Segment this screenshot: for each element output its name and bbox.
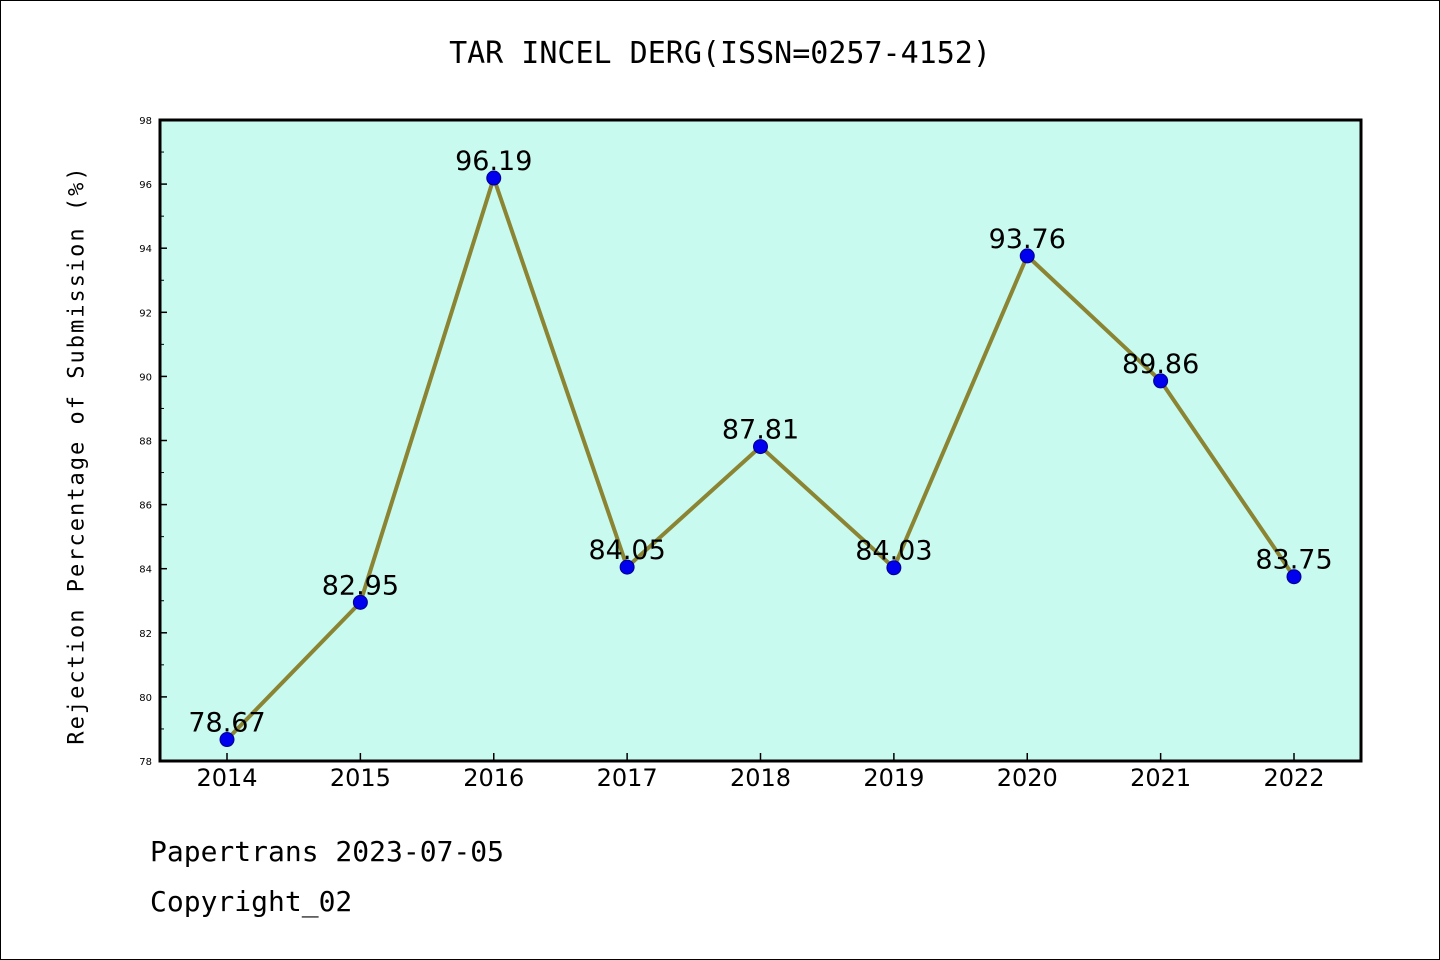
y-tick-label: 94 [139, 244, 152, 255]
data-label: 96.19 [455, 146, 532, 177]
data-label: 93.76 [989, 224, 1066, 255]
data-point [1153, 373, 1169, 389]
data-label: 83.75 [1255, 545, 1332, 576]
y-tick-label: 86 [139, 501, 152, 512]
data-point [1019, 248, 1035, 264]
data-point [219, 732, 235, 748]
data-point [1286, 569, 1302, 585]
data-labels: 78.67 82.95 96.19 84.05 87.81 84.03 93.76 89.86… [188, 146, 1332, 739]
x-tick-label: 2016 [463, 764, 524, 792]
data-label: 89.86 [1122, 349, 1199, 380]
data-label: 84.03 [855, 536, 932, 567]
x-tick-label: 2017 [597, 764, 658, 792]
y-tick-label: 96 [139, 180, 152, 191]
data-point [486, 170, 502, 186]
y-tick-label: 80 [139, 693, 152, 704]
x-tick-label: 2019 [863, 764, 924, 792]
x-tick-label: 2014 [196, 764, 257, 792]
data-point [886, 560, 902, 576]
y-axis-ticks: 78 80 82 84 86 88 90 92 94 96 98 [139, 116, 167, 768]
data-point [753, 439, 768, 455]
data-point [619, 559, 635, 575]
series-markers [219, 170, 1302, 748]
y-tick-label: 98 [139, 116, 152, 127]
footer-copyright: Copyright_02 [150, 885, 353, 918]
chart-title: TAR INCEL DERG(ISSN=0257-4152) [449, 36, 991, 71]
y-tick-label: 88 [139, 437, 152, 448]
x-tick-label: 2015 [330, 764, 391, 792]
data-point [352, 594, 368, 610]
y-tick-label: 78 [139, 757, 152, 768]
x-tick-label: 2021 [1130, 764, 1191, 792]
x-tick-label: 2018 [730, 764, 791, 792]
y-tick-label: 82 [139, 629, 152, 640]
data-label: 82.95 [322, 570, 399, 601]
y-tick-label: 92 [139, 308, 152, 319]
data-label: 87.81 [722, 415, 799, 446]
data-label: 78.67 [188, 708, 265, 739]
y-tick-label: 84 [139, 565, 152, 576]
x-tick-label: 2020 [997, 764, 1058, 792]
y-tick-label: 90 [139, 372, 152, 383]
data-label: 84.05 [588, 535, 665, 566]
footer-date: Papertrans 2023-07-05 [150, 835, 505, 868]
x-tick-label: 2022 [1263, 764, 1324, 792]
x-axis-ticks: 2014 2015 2016 2017 2018 2019 2020 2021 2022 [196, 753, 1325, 792]
